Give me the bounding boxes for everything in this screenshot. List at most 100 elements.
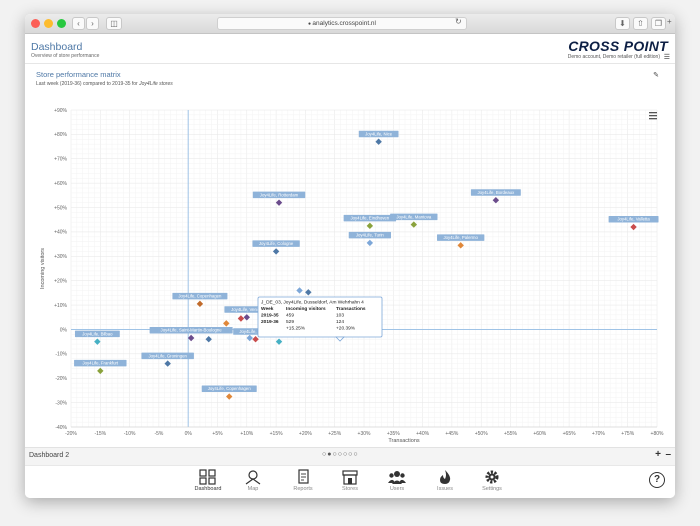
download-button[interactable]: ⬇: [615, 17, 630, 30]
x-tick-label: -20%: [65, 431, 77, 437]
nav-issues[interactable]: Issues: [425, 468, 465, 492]
tabs-button[interactable]: ❐: [651, 17, 666, 30]
data-point[interactable]: [410, 221, 418, 228]
tooltip-diff-transactions: +20.39%: [336, 326, 356, 332]
page-dot[interactable]: ○: [342, 451, 349, 458]
edit-pencil-icon[interactable]: ✎: [653, 72, 659, 79]
report-icon: [298, 469, 309, 484]
y-tick-label: -40%: [55, 425, 67, 431]
nav-reports[interactable]: Reports: [283, 468, 323, 492]
data-label-box: [343, 214, 397, 222]
data-point[interactable]: [164, 360, 171, 367]
sidebar-toggle-button[interactable]: ◫: [106, 17, 122, 30]
x-tick-label: +20%: [299, 431, 312, 437]
data-point[interactable]: [97, 367, 104, 375]
data-point[interactable]: [246, 334, 253, 342]
x-tick-label: +35%: [387, 431, 400, 437]
data-label: Joy4Life, Copenhagen: [178, 294, 222, 299]
data-label: Joy4Life, Bilbao: [82, 331, 113, 336]
y-tick-label: 0%: [60, 327, 68, 333]
data-point[interactable]: [196, 300, 204, 308]
page-indicator[interactable]: ○●○○○○○: [322, 451, 359, 458]
minimize-window-icon[interactable]: [44, 19, 53, 28]
x-tick-label: 0%: [185, 431, 193, 437]
data-label-box: [201, 385, 257, 393]
browser-window: ‹ › ◫ ● analytics.crosspoint.nl ↻ ⬇ ⇧ ❐ …: [25, 14, 675, 498]
data-point[interactable]: [187, 334, 195, 342]
data-point[interactable]: [366, 239, 374, 247]
x-tick-label: +10%: [240, 431, 253, 437]
brand-logo: CROSS POINT: [568, 38, 668, 54]
address-bar[interactable]: ● analytics.crosspoint.nl: [217, 17, 467, 30]
data-point[interactable]: [457, 242, 464, 249]
data-point[interactable]: [492, 197, 500, 204]
nav-dashboard[interactable]: Dashboard: [188, 468, 228, 492]
chart-menu-icon[interactable]: [649, 112, 657, 120]
data-point[interactable]: [275, 199, 283, 206]
data-point[interactable]: [223, 320, 230, 327]
reload-icon[interactable]: ↻: [455, 17, 462, 26]
data-point[interactable]: [205, 336, 212, 343]
y-axis-title: Incoming visitors: [40, 248, 46, 289]
data-point[interactable]: [296, 287, 303, 294]
tooltip-col-visitors: Incoming visitors: [286, 306, 326, 312]
nav-map[interactable]: Map: [233, 468, 273, 492]
data-label: Joy4Life, Bordeaux: [477, 190, 515, 195]
data-label-box: [470, 189, 521, 196]
close-window-icon[interactable]: [31, 19, 40, 28]
page-dot[interactable]: ○: [348, 451, 354, 458]
x-tick-label: +75%: [621, 431, 634, 437]
browser-titlebar: ‹ › ◫ ● analytics.crosspoint.nl ↻ ⬇ ⇧ ❐ …: [25, 14, 675, 34]
data-point[interactable]: [237, 315, 245, 322]
nav-label: Issues: [437, 486, 453, 492]
help-icon[interactable]: ?: [649, 472, 665, 488]
subtitle-store-group: Joy4Life stores: [139, 81, 173, 87]
add-dashboard-button[interactable]: +: [655, 449, 661, 460]
data-point[interactable]: [243, 314, 250, 321]
data-label-box: [252, 191, 306, 199]
account-label[interactable]: Demo account, Demo retailer (full editio…: [567, 54, 660, 60]
back-button[interactable]: ‹: [72, 17, 85, 30]
new-tab-button[interactable]: +: [667, 17, 672, 26]
nav-settings[interactable]: Settings: [472, 468, 512, 492]
nav-label: Map: [247, 486, 259, 492]
y-tick-label: -20%: [55, 376, 67, 382]
data-label: Joy4Life, Eindhoven: [351, 216, 390, 221]
nav-stores[interactable]: Stores: [330, 468, 370, 492]
page-dot[interactable]: ○: [353, 451, 359, 458]
users-icon: [388, 471, 406, 484]
data-point[interactable]: [252, 336, 259, 343]
data-point[interactable]: [94, 338, 101, 345]
hamburger-menu-icon[interactable]: ☰: [663, 54, 670, 61]
data-point[interactable]: [630, 223, 637, 231]
lock-icon: ●: [307, 21, 313, 27]
forward-button[interactable]: ›: [86, 17, 99, 30]
x-axis-title: Transactions: [388, 438, 420, 444]
dashboard-name: Dashboard 2: [29, 452, 70, 459]
nav-label: Dashboard: [194, 486, 222, 492]
remove-dashboard-button[interactable]: –: [665, 449, 671, 460]
maximize-window-icon[interactable]: [57, 19, 66, 28]
data-point[interactable]: [272, 248, 280, 255]
data-label-box: [358, 130, 399, 138]
page-dot[interactable]: ○: [332, 451, 338, 458]
x-tick-label: +70%: [592, 431, 605, 437]
data-point[interactable]: [275, 338, 283, 345]
data-label: Joy4Life, Cologne: [259, 241, 294, 246]
page-dot[interactable]: ●: [327, 451, 333, 458]
data-point[interactable]: [375, 138, 382, 145]
page-title: Dashboard: [31, 41, 83, 53]
card-title: Store performance matrix: [36, 70, 121, 79]
dashboard-footer: Dashboard 2 ○●○○○○○ + –: [25, 447, 675, 465]
page-dot[interactable]: ○: [337, 451, 343, 458]
y-tick-label: +10%: [54, 303, 67, 309]
data-point[interactable]: [226, 393, 233, 400]
data-label: Joy4Life, Nice: [365, 131, 393, 136]
data-point[interactable]: [305, 289, 312, 296]
share-button[interactable]: ⇧: [633, 17, 648, 30]
page-dot[interactable]: ○: [322, 451, 328, 458]
data-label: Joy4Life, Malaga: [239, 329, 272, 334]
nav-users[interactable]: Users: [377, 468, 417, 492]
data-point[interactable]: [366, 222, 374, 230]
y-tick-label: +40%: [54, 230, 67, 236]
